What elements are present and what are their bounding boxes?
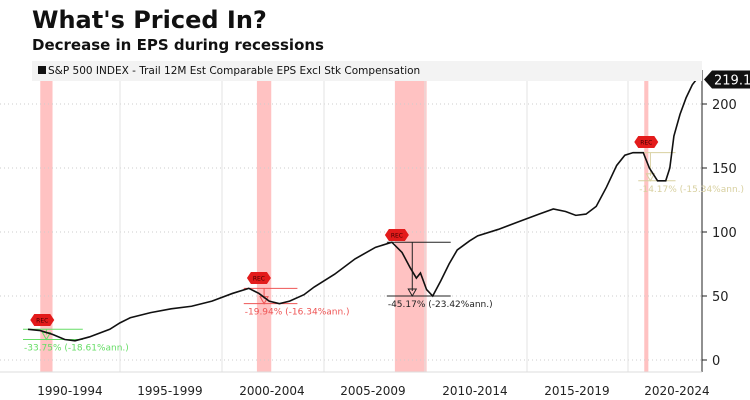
x-tick-label: 2000-2004: [239, 384, 304, 398]
rec-marker-label: REC: [36, 318, 48, 325]
recession-band: [644, 70, 649, 372]
last-value-badge: [704, 70, 750, 89]
series-line: [27, 79, 698, 342]
y-tick-label: 100: [712, 226, 737, 241]
recession-marker: REC: [384, 229, 409, 241]
x-tick-label: 2005-2009: [340, 384, 405, 398]
x-tick-label: 2020-2024: [644, 384, 709, 398]
chart-title: What's Priced In?: [32, 6, 267, 34]
legend: S&P 500 INDEX - Trail 12M Est Comparable…: [32, 61, 702, 81]
y-tick-label: 50: [712, 290, 729, 305]
rec-marker-label: REC: [640, 140, 652, 147]
annotation-label: -14.17% (-15.34%ann.): [639, 185, 744, 195]
annotation-label: -33.75% (-18.61%ann.): [24, 344, 129, 354]
chart-subtitle: Decrease in EPS during recessions: [32, 36, 324, 54]
recession-marker: REC: [30, 314, 55, 326]
annotation-label: -19.94% (-16.34%ann.): [245, 308, 350, 318]
annotation-label: -45.17% (-23.42%ann.): [388, 300, 493, 310]
annotation-arrowhead: [645, 173, 656, 182]
last-value-label: 219.1: [714, 74, 750, 89]
legend-label: S&P 500 INDEX - Trail 12M Est Comparable…: [48, 65, 421, 77]
recession-marker: REC: [634, 136, 659, 148]
legend-swatch: [38, 66, 46, 74]
annotation-arrowhead: [407, 288, 418, 298]
rec-marker-shape: [246, 272, 271, 284]
rec-marker-shape: [634, 136, 659, 148]
y-tick-label: 200: [712, 98, 737, 113]
x-tick-label: 1990-1994: [37, 384, 102, 398]
rec-marker-shape: [30, 314, 55, 326]
x-tick-label: 1995-1999: [137, 384, 202, 398]
y-tick-label: 0: [712, 354, 720, 369]
y-tick-label: 150: [712, 162, 737, 177]
rec-marker-label: REC: [391, 233, 403, 240]
rec-marker-label: REC: [253, 276, 265, 283]
x-tick-label: 2010-2014: [442, 384, 507, 398]
x-tick-label: 2015-2019: [544, 384, 609, 398]
recession-band: [40, 70, 53, 372]
recession-marker: REC: [246, 272, 271, 284]
recession-band: [394, 70, 427, 372]
recession-band: [256, 70, 272, 372]
rec-marker-shape: [384, 229, 409, 241]
